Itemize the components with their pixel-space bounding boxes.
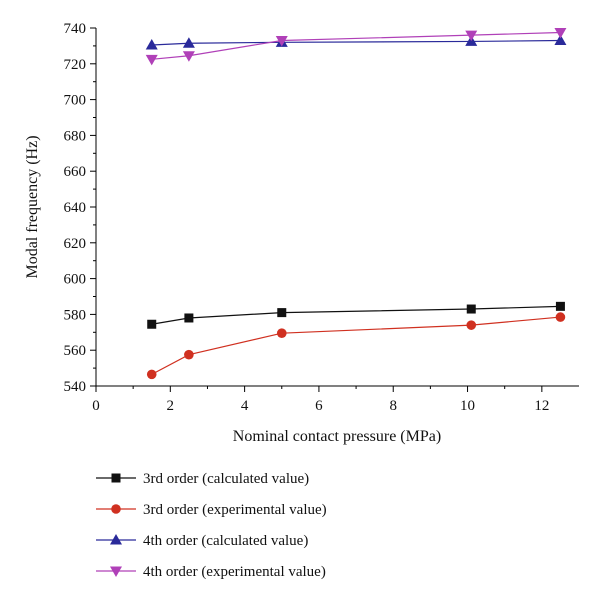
legend-marker xyxy=(110,566,122,577)
y-tick-label: 540 xyxy=(64,379,87,395)
x-tick-label: 6 xyxy=(315,398,323,414)
y-tick-label: 620 xyxy=(64,236,87,252)
data-point xyxy=(184,313,194,323)
series-line xyxy=(151,316,561,375)
data-point xyxy=(182,37,195,48)
data-point xyxy=(466,320,477,330)
x-axis-title: Nominal contact pressure (MPa) xyxy=(233,428,441,445)
legend-marker xyxy=(111,504,121,514)
data-point xyxy=(555,312,566,322)
series-line xyxy=(151,305,561,325)
x-tick-label: 0 xyxy=(92,398,100,414)
y-tick-label: 700 xyxy=(64,93,87,109)
y-ticks: 540 560 580 600 620 640 660 680 700 720 740 xyxy=(64,21,96,395)
x-tick-label: 2 xyxy=(167,398,175,414)
data-point xyxy=(554,27,567,39)
data-point xyxy=(555,301,565,311)
data-point xyxy=(554,34,567,46)
x-tick-label: 10 xyxy=(460,398,475,414)
legend-marker xyxy=(110,534,122,545)
series-2 xyxy=(146,312,566,380)
y-tick-label: 680 xyxy=(64,128,87,144)
legend-label: 4th order (experimental value) xyxy=(143,564,326,580)
series-4 xyxy=(145,27,567,66)
series-layer xyxy=(145,27,567,380)
y-axis-title: Modal frequency (Hz) xyxy=(24,135,41,278)
y-tick-label: 580 xyxy=(64,307,87,323)
data-point xyxy=(146,369,157,380)
data-point xyxy=(147,319,157,329)
y-tick-label: 660 xyxy=(64,164,87,180)
data-point xyxy=(275,36,288,47)
x-tick-label: 4 xyxy=(241,398,249,414)
y-tick-label: 560 xyxy=(64,343,87,359)
data-point xyxy=(184,349,194,360)
legend-label: 3rd order (calculated value) xyxy=(143,471,309,487)
y-tick-label: 640 xyxy=(64,200,87,216)
series-line xyxy=(151,31,561,60)
data-point xyxy=(276,328,287,338)
data-point xyxy=(277,308,287,318)
x-ticks: 0 2 4 6 8 10 12 xyxy=(92,386,549,414)
y-tick-label: 740 xyxy=(64,21,87,37)
axes xyxy=(95,28,579,387)
y-tick-label: 600 xyxy=(64,272,87,288)
data-point xyxy=(465,30,478,42)
x-tick-label: 8 xyxy=(389,398,397,414)
legend-marker xyxy=(111,473,121,483)
legend-item: 4th order (experimental value) xyxy=(96,564,326,580)
series-1 xyxy=(147,301,565,329)
series-3 xyxy=(145,34,567,50)
legend: 3rd order (calculated value) 3rd order (e… xyxy=(96,471,327,580)
data-point xyxy=(145,54,158,66)
legend-label: 4th order (calculated value) xyxy=(143,533,308,549)
legend-label: 3rd order (experimental value) xyxy=(143,502,327,518)
y-tick-label: 720 xyxy=(64,57,87,73)
data-point xyxy=(182,51,195,62)
legend-item: 3rd order (calculated value) xyxy=(96,471,309,487)
legend-item: 4th order (calculated value) xyxy=(96,533,308,549)
series-line xyxy=(151,39,561,46)
data-point xyxy=(466,304,476,314)
data-point xyxy=(145,39,158,50)
x-tick-label: 12 xyxy=(534,398,549,414)
legend-item: 3rd order (experimental value) xyxy=(96,502,327,518)
